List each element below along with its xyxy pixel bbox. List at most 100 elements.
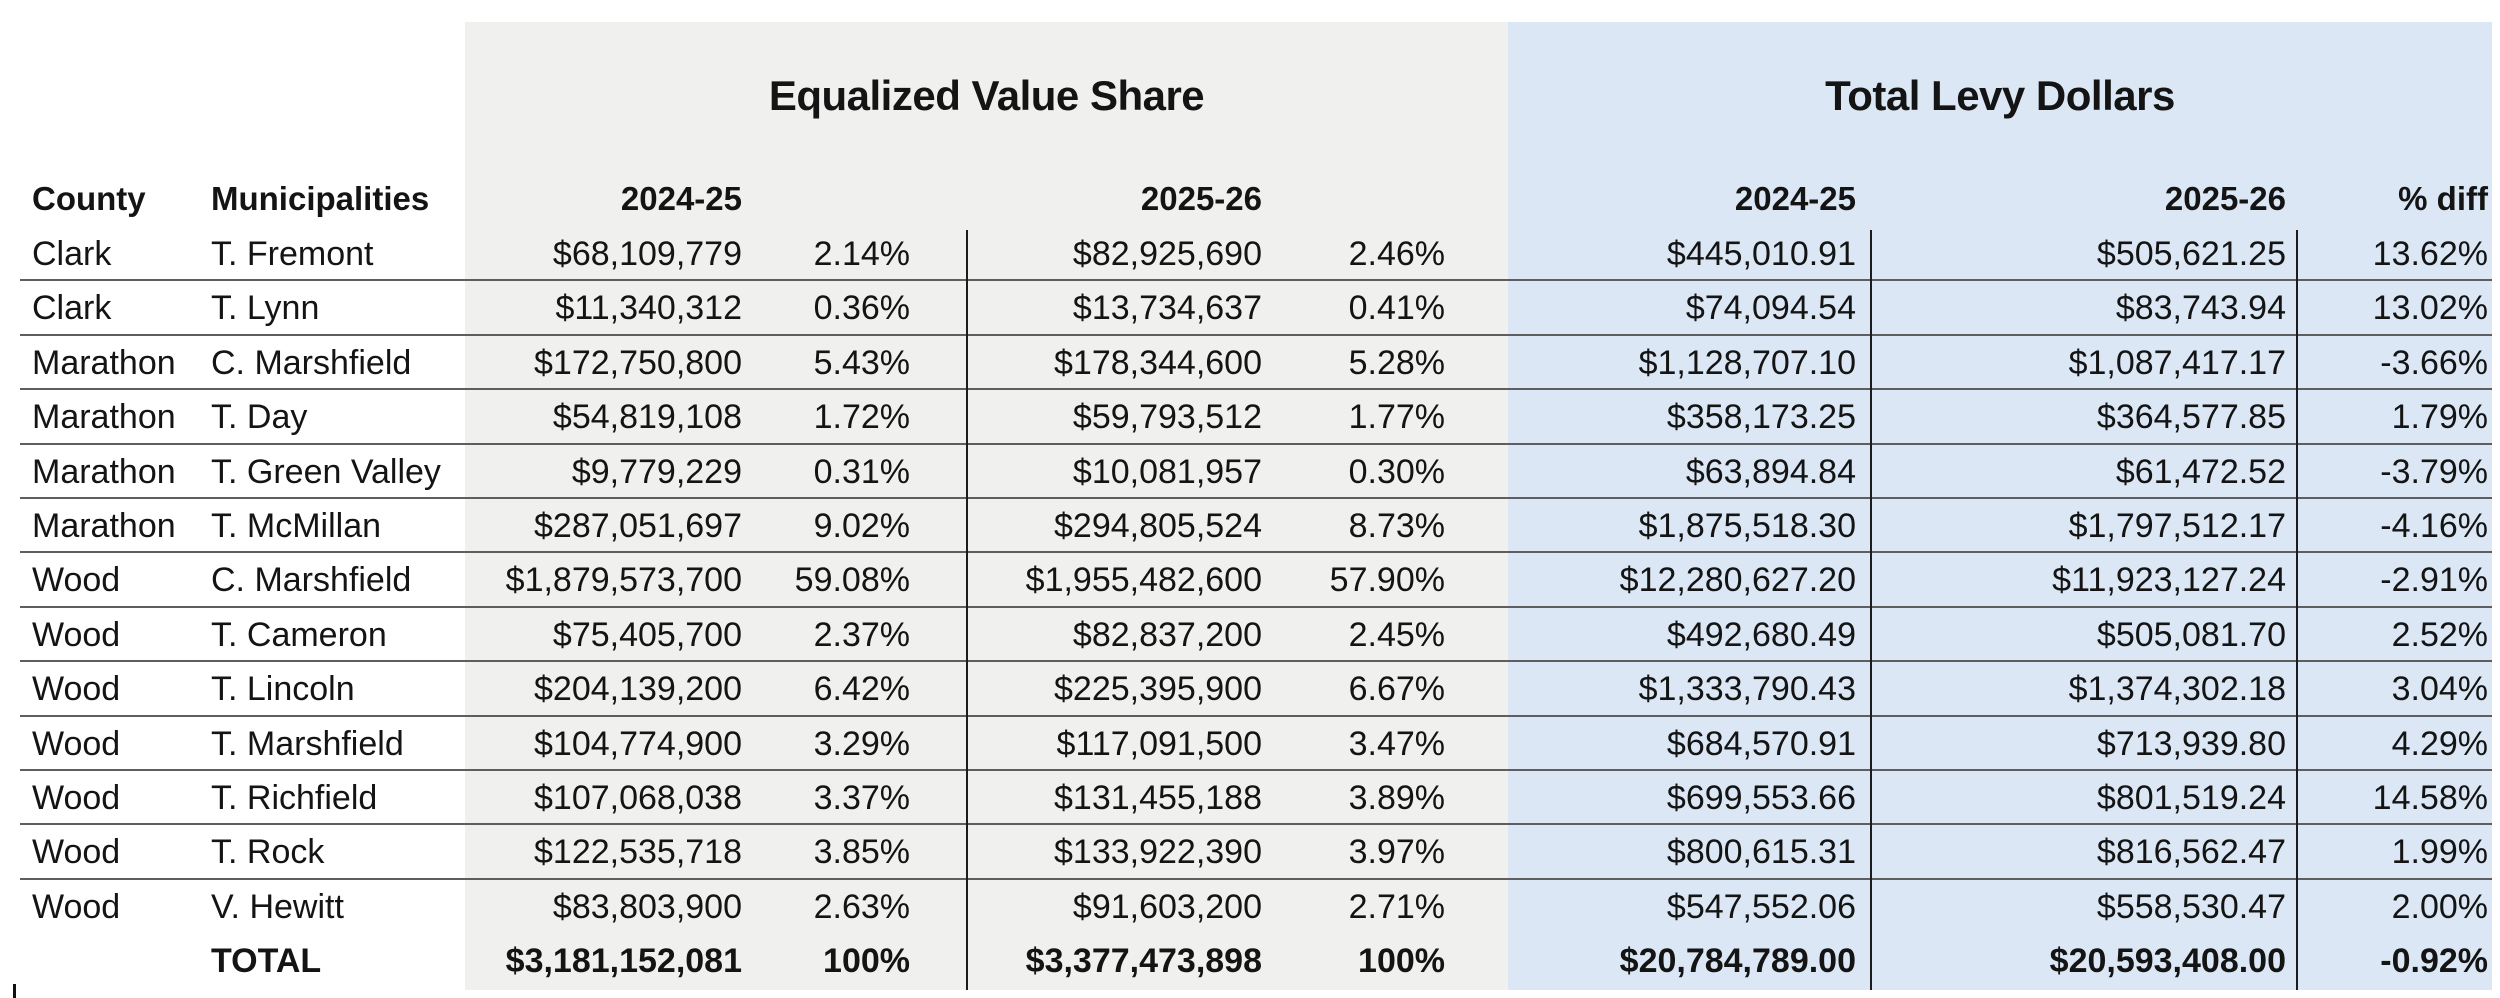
cell-county: Marathon	[32, 343, 176, 382]
cell-ev-2024-share: 3.85%	[813, 833, 910, 872]
cell-ev-2025-share: 6.67%	[1348, 670, 1445, 709]
cell-municipality: T. McMillan	[211, 507, 382, 545]
cell-ev-2024-share: 3.37%	[813, 779, 910, 817]
table-row: Wood T. Lincoln $204,139,200 6.42% $225,395,…	[20, 662, 2492, 717]
cell-ev-2024-share: 2.63%	[813, 887, 910, 926]
cell-ev-2025-value: $82,837,200	[1072, 615, 1262, 654]
cell-ev-2024-value: $68,109,779	[552, 235, 742, 273]
cell-county: Marathon	[32, 398, 176, 437]
cell-municipality: V. Hewitt	[211, 887, 344, 926]
column-divider-pct-diff	[2296, 230, 2298, 990]
cell-pct-diff: 4.29%	[2391, 724, 2488, 763]
column-header-ev-2024-25: 2024-25	[620, 180, 742, 217]
cell-levy-2024: $1,333,790.43	[1638, 670, 1856, 709]
cell-levy-2025: $1,374,302.18	[2068, 670, 2286, 709]
column-header-levy-2025-26: 2025-26	[2164, 180, 2286, 217]
cell-county: Wood	[32, 615, 121, 654]
cell-ev-2024-share: 2.14%	[813, 235, 910, 273]
equalized-value-panel	[465, 22, 1508, 990]
cell-municipality: T. Richfield	[211, 779, 378, 817]
table-row: Marathon T. Green Valley $9,779,229 0.31% $1…	[20, 445, 2492, 499]
section-title-equalized-value: Equalized Value Share	[768, 72, 1205, 119]
cell-municipality: T. Marshfield	[211, 724, 404, 763]
cell-pct-diff: -2.91%	[2380, 561, 2488, 600]
cell-levy-2024: $63,894.84	[1685, 452, 1856, 491]
table-total-row: TOTAL $3,181,152,081 100% $3,377,473,898 100…	[20, 934, 2492, 988]
cell-levy-2025: $505,621.25	[2096, 235, 2286, 273]
cell-levy-2024: $445,010.91	[1666, 235, 1856, 273]
cell-ev-2024-share: 2.37%	[813, 615, 910, 654]
cell-levy-2024: $547,552.06	[1666, 887, 1856, 926]
cell-municipality: C. Marshfield	[211, 561, 412, 600]
cell-pct-diff: 13.62%	[2372, 235, 2488, 273]
table-row: Clark T. Fremont $68,109,779 2.14% $82,925,6…	[20, 227, 2492, 282]
cell-levy-2024: $358,173.25	[1666, 398, 1856, 437]
cell-pct-diff: -0.92%	[2380, 942, 2488, 981]
cell-levy-2025: $11,923,127.24	[2052, 561, 2286, 600]
cell-levy-2024: $684,570.91	[1666, 724, 1856, 763]
cell-county: Clark	[32, 235, 112, 273]
cell-ev-2025-share: 3.89%	[1348, 779, 1445, 817]
cell-ev-2024-value: $204,139,200	[534, 670, 742, 709]
cell-pct-diff: 13.02%	[2372, 289, 2488, 328]
cell-county: Marathon	[32, 452, 176, 491]
column-header-municipalities: Municipalities	[211, 180, 430, 217]
total-levy-panel	[1508, 22, 2492, 990]
cell-levy-2025: $83,743.94	[2115, 289, 2286, 328]
cell-ev-2025-value: $59,793,512	[1072, 398, 1262, 437]
cell-levy-2025: $20,593,408.00	[2049, 942, 2286, 981]
cell-ev-2025-value: $3,377,473,898	[1025, 942, 1262, 981]
cell-pct-diff: 1.99%	[2391, 833, 2488, 872]
cell-ev-2025-value: $178,344,600	[1054, 343, 1262, 382]
cell-levy-2025: $558,530.47	[2096, 887, 2286, 926]
cell-levy-2024: $12,280,627.20	[1619, 561, 1856, 600]
cell-county: Wood	[32, 779, 121, 817]
cell-ev-2024-value: $3,181,152,081	[505, 942, 742, 981]
table-row: Wood T. Cameron $75,405,700 2.37% $82,837,20…	[20, 608, 2492, 663]
cell-ev-2025-value: $117,091,500	[1056, 724, 1262, 763]
cell-county: Clark	[32, 289, 112, 328]
cell-levy-2025: $1,087,417.17	[2068, 343, 2286, 382]
table-row: Wood C. Marshfield $1,879,573,700 59.08% $1,…	[20, 553, 2492, 608]
cell-ev-2024-value: $9,779,229	[571, 452, 742, 491]
cell-ev-2025-value: $82,925,690	[1072, 235, 1262, 273]
cell-ev-2024-share: 9.02%	[813, 507, 910, 545]
cell-ev-2024-share: 1.72%	[813, 398, 910, 437]
table-row: Wood T. Rock $122,535,718 3.85% $133,922,390…	[20, 825, 2492, 880]
cell-ev-2025-value: $131,455,188	[1054, 779, 1262, 817]
cell-ev-2025-share: 0.41%	[1348, 289, 1445, 328]
cell-levy-2024: $1,875,518.30	[1638, 507, 1856, 545]
cell-pct-diff: -4.16%	[2380, 507, 2488, 545]
cell-levy-2025: $364,577.85	[2096, 398, 2286, 437]
cell-levy-2025: $61,472.52	[2115, 452, 2286, 491]
cell-county: Wood	[32, 724, 121, 763]
cell-ev-2025-share: 2.46%	[1348, 235, 1445, 273]
cell-levy-2025: $816,562.47	[2096, 833, 2286, 872]
cell-ev-2024-value: $122,535,718	[534, 833, 742, 872]
cell-ev-2025-share: 1.77%	[1348, 398, 1445, 437]
column-header-levy-2024-25: 2024-25	[1734, 180, 1856, 217]
cell-municipality: T. Rock	[211, 833, 325, 872]
cell-ev-2025-share: 5.28%	[1348, 343, 1445, 382]
cell-ev-2025-share: 100%	[1358, 942, 1445, 981]
cell-levy-2024: $1,128,707.10	[1638, 343, 1856, 382]
cell-ev-2025-share: 0.30%	[1348, 452, 1445, 491]
cell-pct-diff: -3.79%	[2380, 452, 2488, 491]
cell-ev-2025-share: 2.71%	[1348, 887, 1445, 926]
cell-levy-2024: $699,553.66	[1666, 779, 1856, 817]
cell-ev-2024-value: $107,068,038	[534, 779, 742, 817]
cell-municipality: TOTAL	[211, 942, 322, 981]
cell-ev-2025-share: 3.47%	[1348, 724, 1445, 763]
cell-county: Marathon	[32, 507, 176, 545]
table-row: Marathon T. Day $54,819,108 1.72% $59,793,51…	[20, 390, 2492, 445]
cell-levy-2024: $20,784,789.00	[1619, 942, 1856, 981]
cell-county: Wood	[32, 670, 121, 709]
cell-pct-diff: 2.00%	[2391, 887, 2488, 926]
cell-county: Wood	[32, 887, 121, 926]
cell-municipality: T. Fremont	[211, 235, 374, 273]
cell-municipality: C. Marshfield	[211, 343, 412, 382]
cell-ev-2024-share: 6.42%	[813, 670, 910, 709]
cell-ev-2025-value: $13,734,637	[1072, 289, 1262, 328]
cell-ev-2024-share: 0.31%	[813, 452, 910, 491]
